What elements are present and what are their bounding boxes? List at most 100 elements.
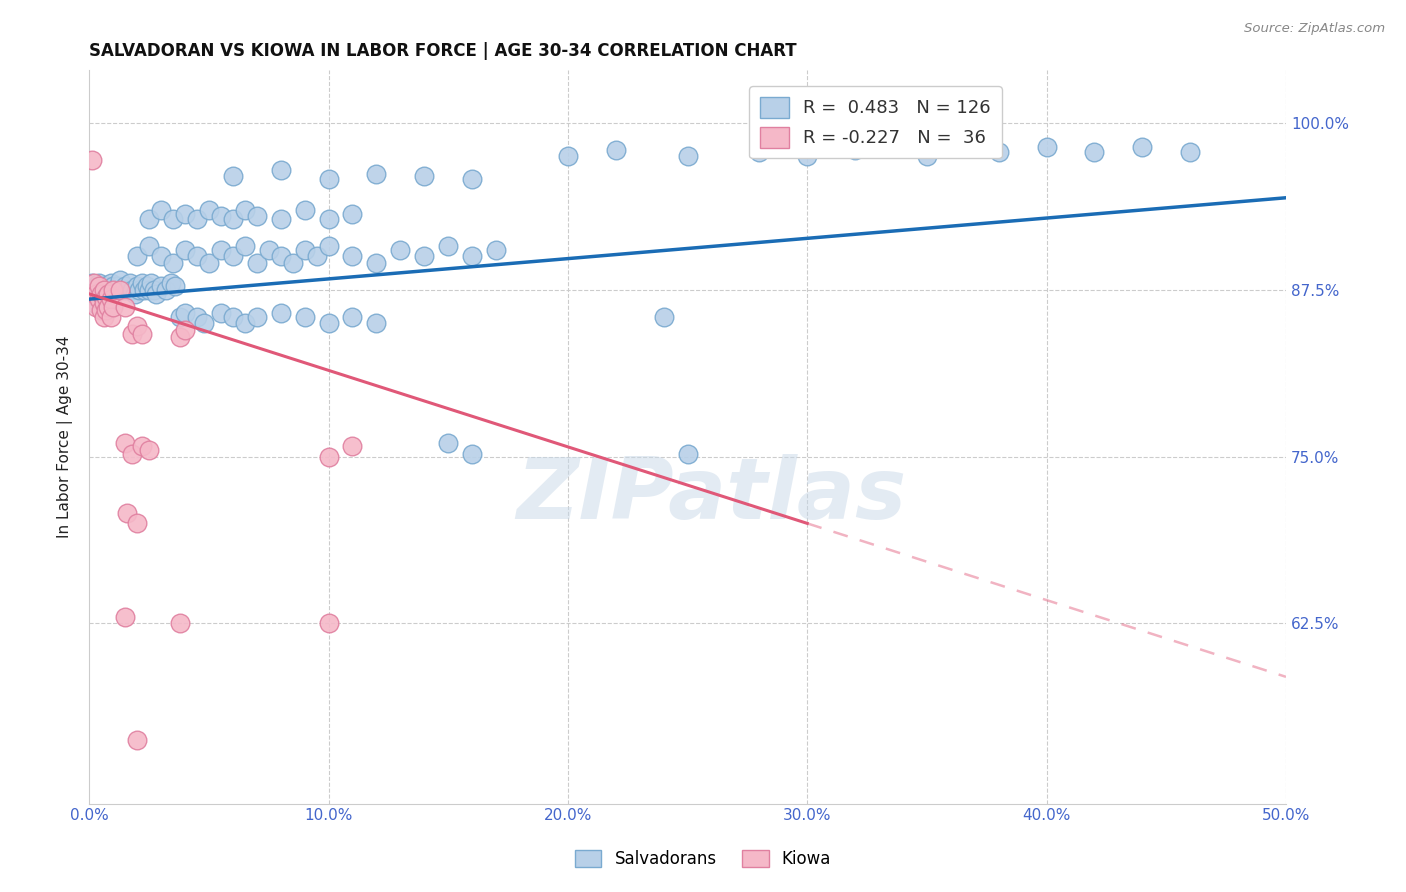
Point [90, 283, 112, 297]
Point [342, 310, 364, 324]
Point [796, 149, 818, 163]
Point [270, 162, 292, 177]
Point [125, 732, 148, 747]
Point [485, 243, 508, 257]
Point [209, 305, 232, 319]
Point [87, 278, 110, 293]
Point [97, 283, 120, 297]
Text: SALVADORAN VS KIOWA IN LABOR FORCE | AGE 30-34 CORRELATION CHART: SALVADORAN VS KIOWA IN LABOR FORCE | AGE… [89, 42, 797, 60]
Point [318, 616, 340, 631]
Point [110, 273, 132, 287]
Point [461, 172, 484, 186]
Point [186, 310, 208, 324]
Point [318, 450, 340, 464]
Point [86, 283, 108, 297]
Point [318, 172, 340, 186]
Point [80, 153, 103, 168]
Point [318, 239, 340, 253]
Point [86, 300, 108, 314]
Point [342, 250, 364, 264]
Point [281, 256, 304, 270]
Point [145, 286, 167, 301]
Point [198, 202, 221, 217]
Point [318, 212, 340, 227]
Point [97, 286, 120, 301]
Point [270, 305, 292, 319]
Point [101, 283, 124, 297]
Point [257, 243, 280, 257]
Point [93, 283, 115, 297]
Legend: R =  0.483   N = 126, R = -0.227   N =  36: R = 0.483 N = 126, R = -0.227 N = 36 [749, 86, 1001, 159]
Legend: Salvadorans, Kiowa: Salvadorans, Kiowa [568, 843, 838, 875]
Point [155, 283, 177, 297]
Point [141, 276, 163, 290]
Point [94, 278, 117, 293]
Point [162, 256, 184, 270]
Point [270, 250, 292, 264]
Point [461, 447, 484, 461]
Point [174, 207, 197, 221]
Point [83, 289, 105, 303]
Point [131, 439, 153, 453]
Point [87, 292, 110, 306]
Point [186, 212, 208, 227]
Point [94, 283, 117, 297]
Point [159, 276, 181, 290]
Point [125, 318, 148, 333]
Point [93, 296, 115, 310]
Point [844, 143, 866, 157]
Point [222, 212, 245, 227]
Point [366, 167, 388, 181]
Point [121, 447, 143, 461]
Point [294, 310, 316, 324]
Point [83, 276, 105, 290]
Point [222, 169, 245, 184]
Point [128, 283, 150, 297]
Point [87, 283, 110, 297]
Point [90, 286, 112, 301]
Point [117, 283, 139, 297]
Point [121, 283, 143, 297]
Point [1083, 145, 1105, 160]
Point [135, 278, 157, 293]
Point [86, 289, 108, 303]
Point [149, 250, 172, 264]
Point [1130, 140, 1153, 154]
Point [100, 292, 122, 306]
Point [86, 278, 108, 293]
Point [86, 286, 108, 301]
Point [162, 212, 184, 227]
Point [246, 210, 269, 224]
Point [149, 278, 172, 293]
Point [270, 212, 292, 227]
Point [93, 283, 115, 297]
Point [437, 436, 460, 450]
Point [114, 300, 136, 314]
Point [138, 283, 160, 297]
Point [389, 243, 412, 257]
Point [748, 145, 770, 160]
Point [142, 283, 165, 297]
Point [101, 300, 124, 314]
Text: Source: ZipAtlas.com: Source: ZipAtlas.com [1244, 22, 1385, 36]
Point [605, 143, 627, 157]
Point [93, 310, 115, 324]
Point [131, 276, 153, 290]
Point [342, 439, 364, 453]
Point [87, 292, 110, 306]
Point [198, 256, 221, 270]
Point [90, 302, 112, 317]
Point [222, 250, 245, 264]
Point [80, 276, 103, 290]
Point [193, 316, 215, 330]
Point [94, 292, 117, 306]
Point [209, 210, 232, 224]
Point [114, 609, 136, 624]
Point [652, 310, 675, 324]
Point [97, 296, 120, 310]
Point [124, 286, 146, 301]
Point [100, 283, 122, 297]
Point [294, 202, 316, 217]
Point [233, 202, 256, 217]
Point [557, 149, 579, 163]
